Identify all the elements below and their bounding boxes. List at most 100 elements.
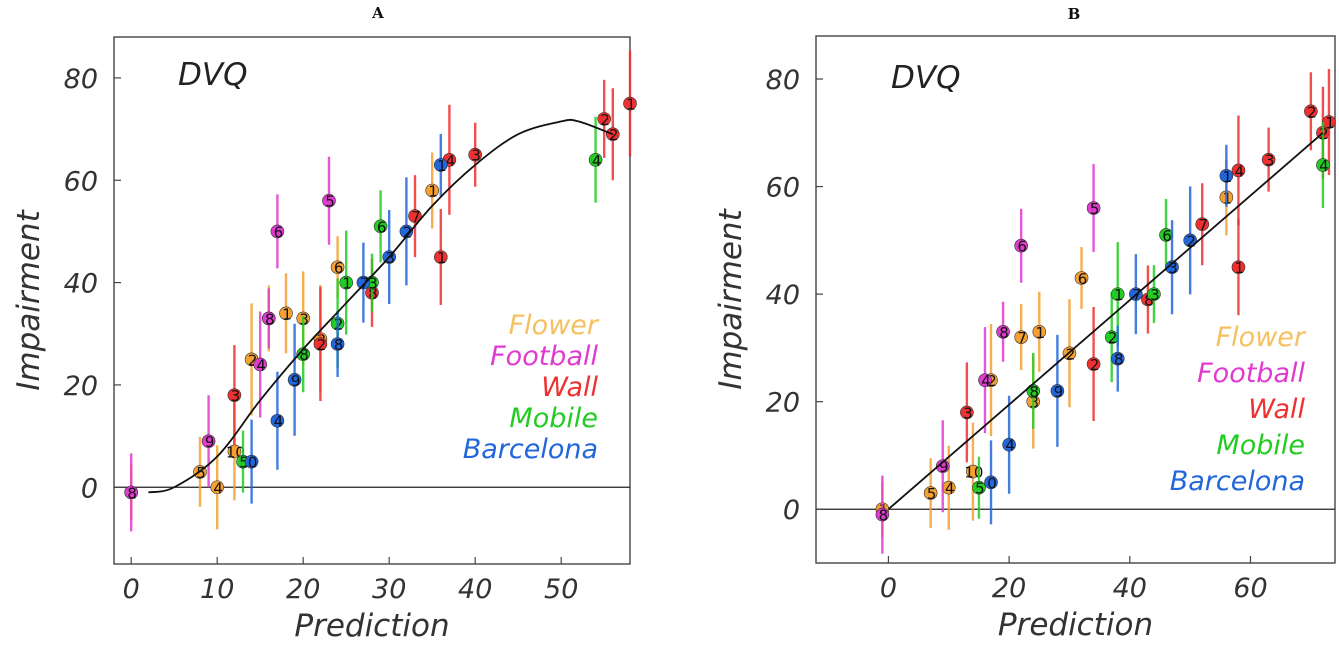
data-point [433,158,448,172]
data-point [935,459,950,474]
data-point [1014,238,1028,253]
legend-entry-mobile: Mobile [1216,430,1305,461]
data-point [588,152,603,167]
data-point [1231,163,1246,178]
data-point [623,96,637,111]
data-point [984,475,998,490]
data-point [1074,271,1089,285]
data-point [339,275,354,290]
y-tick-label: 40 [766,280,800,311]
point-label: 8 [999,324,1009,342]
data-point [399,224,414,239]
point-label: 4 [981,372,991,390]
point-label: 0 [987,474,997,492]
y-tick-label: 0 [81,473,98,504]
x-tick-label: 0 [880,573,897,604]
data-point [1110,287,1125,301]
legend-entry-flower: Flower [509,310,600,341]
point-label: 5 [239,454,249,472]
data-point [227,388,242,402]
fit-curve [887,132,1324,510]
point-label: 1 [1114,286,1124,304]
data-point [322,193,336,208]
point-label: 8 [299,346,309,364]
point-label: 3 [471,147,481,165]
series-flower: 154102713261 [124,152,440,530]
y-axis-title: Impairment [11,208,47,390]
fit-curve [148,118,614,494]
legend-entry-wall: Wall [541,372,598,403]
data-point [270,413,285,428]
point-label: 2 [609,126,619,144]
x-axis-title: Prediction [294,608,449,644]
point-label: 4 [1319,157,1329,175]
point-label: 8 [127,484,137,502]
point-label: 1 [428,182,438,200]
point-label: 8 [1144,292,1154,310]
y-tick-label: 20 [766,388,800,419]
point-label: 2 [600,111,610,129]
legend-entry-flower: Flower [1216,322,1307,353]
point-label: 3 [1265,152,1275,170]
point-label: 3 [231,387,241,405]
point-label: 4 [446,152,456,170]
point-label: 1 [342,275,352,293]
data-point [597,112,612,126]
legend-entry-barcelona: Barcelona [1170,466,1305,497]
x-tick-label: 20 [992,573,1026,604]
point-label: 1 [626,96,636,114]
y-tick-label: 80 [766,65,800,96]
x-tick-label: 30 [372,574,406,605]
y-tick-label: 60 [766,173,800,204]
data-point [875,507,890,522]
data-point [287,373,302,387]
point-label: 8 [1114,351,1124,369]
data-point [270,224,285,239]
data-point [1050,384,1065,398]
data-point [1110,351,1125,366]
data-point [960,405,974,420]
x-tick-label: 60 [1233,573,1267,604]
point-label: 2 [1186,232,1196,250]
data-point [1304,104,1318,119]
data-point [1086,201,1101,215]
legend-entry-mobile: Mobile [509,403,598,434]
data-point [330,337,345,351]
panel-letter: B [1068,5,1081,23]
x-tick-label: 40 [1113,573,1147,604]
data-point [1231,260,1246,275]
point-label: 4 [592,152,602,170]
point-label: 2 [248,351,258,369]
point-label: 3 [1168,259,1178,277]
data-point [1322,115,1336,129]
point-label: 2 [403,223,413,241]
point-label: 2 [987,372,997,390]
point-label: 4 [1005,437,1015,455]
data-point [356,275,371,290]
data-point [296,347,311,362]
plot-frame [815,35,1336,564]
point-label: 4 [945,480,955,498]
data-point [1195,217,1210,232]
point-label: 1 [1325,114,1335,132]
data-point [253,357,268,372]
data-point [468,147,483,162]
point-label: 2 [1090,356,1100,374]
point-label: 1 [1235,259,1245,277]
data-point [996,324,1010,339]
point-label: 2 [1307,103,1317,121]
plot-frame [113,36,631,565]
data-point [1165,260,1179,275]
y-tick-label: 20 [64,371,98,402]
point-label: 5 [196,464,206,482]
data-point [313,337,328,351]
point-label: 2 [1066,345,1076,363]
data-point [408,209,422,223]
